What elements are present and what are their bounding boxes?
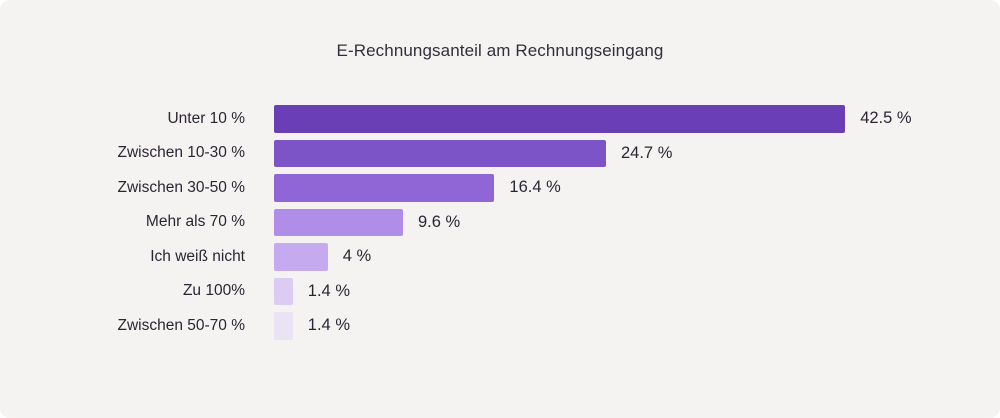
- bar: [274, 139, 606, 167]
- category-label: Ich weiß nicht: [150, 247, 245, 265]
- chart-row: Zu 100% 1.4 %: [0, 277, 1000, 305]
- value-label: 24.7 %: [621, 143, 673, 162]
- chart-row: Ich weiß nicht 4 %: [0, 243, 1000, 271]
- chart-row: Mehr als 70 % 9.6 %: [0, 208, 1000, 236]
- bar-track: 24.7 %: [274, 139, 1000, 167]
- bar: [274, 174, 495, 202]
- category-label: Zwischen 10-30 %: [117, 144, 245, 162]
- value-label: 42.5 %: [860, 109, 912, 128]
- value-label: 4 %: [342, 247, 372, 266]
- bar-track: 1.4 %: [274, 277, 1000, 305]
- bar: [274, 277, 293, 305]
- category-label: Mehr als 70 %: [145, 213, 245, 231]
- category-label: Zwischen 30-50 %: [117, 178, 245, 196]
- chart-row: Zwischen 10-30 % 24.7 %: [0, 139, 1000, 167]
- category-label: Unter 10 %: [167, 109, 245, 127]
- chart-row: Zwischen 30-50 % 16.4 %: [0, 174, 1000, 202]
- bar-track: 16.4 %: [274, 174, 1000, 202]
- category-label: Zu 100%: [182, 282, 245, 300]
- bar-track: 1.4 %: [274, 312, 1000, 340]
- chart-row: Zwischen 50-70 % 1.4 %: [0, 312, 1000, 340]
- bar: [274, 243, 328, 271]
- bar-track: 42.5 %: [274, 105, 1000, 133]
- bar-track: 4 %: [274, 243, 1000, 271]
- bar: [274, 105, 846, 133]
- value-label: 1.4 %: [307, 281, 350, 300]
- value-label: 9.6 %: [418, 212, 461, 231]
- value-label: 16.4 %: [509, 178, 561, 197]
- value-label: 1.4 %: [307, 316, 350, 335]
- bar: [274, 312, 293, 340]
- chart-row: Unter 10 % 42.5 %: [0, 105, 1000, 133]
- bar-track: 9.6 %: [274, 208, 1000, 236]
- chart-title: E-Rechnungsanteil am Rechnungseingang: [336, 41, 664, 60]
- bar-chart: Unter 10 % 42.5 % Zwischen 10-30 % 24.7 % Zw…: [0, 105, 1000, 347]
- category-label: Zwischen 50-70 %: [117, 316, 245, 334]
- bar: [274, 208, 403, 236]
